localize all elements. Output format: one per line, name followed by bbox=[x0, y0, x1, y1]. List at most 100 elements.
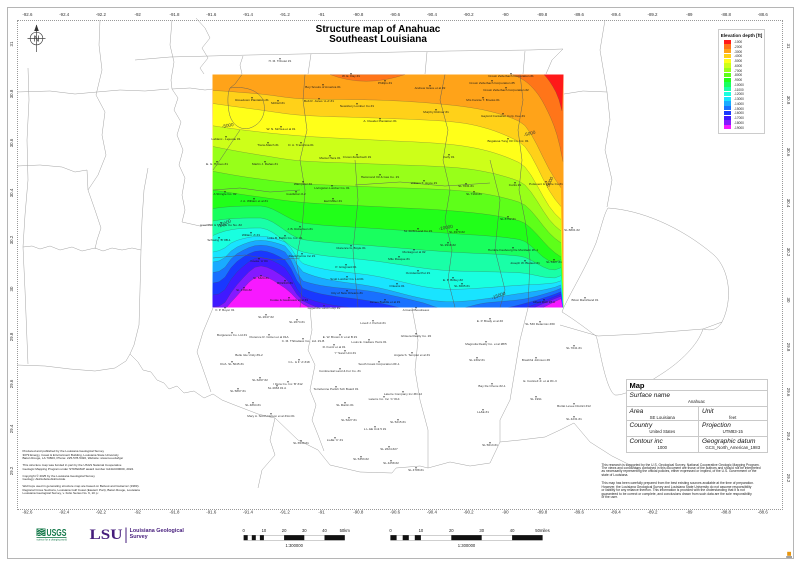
svg-text:SL 4788 #1: SL 4788 #1 bbox=[408, 468, 424, 472]
svg-text:J. A. William et al #1: J. A. William et al #1 bbox=[240, 199, 268, 203]
svg-text:Albert Rich #3 A: Albert Rich #3 A bbox=[533, 300, 556, 304]
svg-text:-90.2: -90.2 bbox=[464, 12, 475, 17]
svg-text:C.L. & F ‘A’ #18: C.L. & F ‘A’ #18 bbox=[288, 360, 310, 364]
svg-text:SL 5613 #1: SL 5613 #1 bbox=[482, 443, 498, 447]
svg-text:SL 530 Delacroix #30: SL 530 Delacroix #30 bbox=[525, 322, 555, 326]
svg-text:William T. Joyce #1: William T. Joyce #1 bbox=[411, 181, 438, 185]
svg-text:-90: -90 bbox=[502, 510, 509, 515]
svg-text:Montagu et al #2: Montagu et al #2 bbox=[402, 250, 425, 254]
svg-text:B0/2243 #1: B0/2243 #1 bbox=[277, 281, 293, 285]
svg-text:Kelly #1: Kelly #1 bbox=[443, 155, 454, 159]
svg-text:10: 10 bbox=[419, 528, 424, 533]
svg-text:-91.2: -91.2 bbox=[280, 510, 291, 515]
svg-text:Louis E. Cadiere Heirs #1: Louis E. Cadiere Heirs #1 bbox=[351, 340, 387, 344]
svg-text:-91.4: -91.4 bbox=[243, 510, 254, 515]
svg-text:Wampster #2: Wampster #2 bbox=[294, 182, 313, 186]
svg-text:-91.2: -91.2 bbox=[280, 12, 291, 17]
svg-text:N: N bbox=[34, 34, 40, 43]
svg-text:SL 4231 #1: SL 4231 #1 bbox=[566, 417, 582, 421]
svg-text:1:300000: 1:300000 bbox=[458, 543, 476, 548]
svg-text:Lablanc - Lejeune #1: Lablanc - Lejeune #1 bbox=[212, 137, 241, 141]
svg-text:g Lumber & Shingle Co No. #2: g Lumber & Shingle Co No. #2 bbox=[200, 223, 242, 227]
svg-text:Scott Lumber Co. Ltd #1: Scott Lumber Co. Ltd #1 bbox=[330, 277, 364, 281]
svg-text:Belle Isle Unity #9-2: Belle Isle Unity #9-2 bbox=[235, 353, 263, 357]
svg-text:-10000: -10000 bbox=[438, 224, 453, 231]
svg-text:50miles: 50miles bbox=[535, 528, 549, 533]
svg-text:29.4: 29.4 bbox=[786, 432, 791, 441]
svg-text:Cooke ‘A’ #4: Cooke ‘A’ #4 bbox=[250, 259, 267, 263]
svg-text:-90.6: -90.6 bbox=[390, 510, 401, 515]
svg-text:SL 2647 #2: SL 2647 #2 bbox=[258, 315, 274, 319]
svg-text:-91.6: -91.6 bbox=[206, 510, 217, 515]
svg-text:Schwing ‘B’ #B-1: Schwing ‘B’ #B-1 bbox=[207, 238, 231, 242]
svg-text:-88.8: -88.8 bbox=[721, 12, 732, 17]
svg-text:SL 4258 #2: SL 4258 #2 bbox=[383, 461, 399, 465]
svg-text:-90.6: -90.6 bbox=[390, 12, 401, 17]
svg-text:James Buddle et al #1: James Buddle et al #1 bbox=[370, 300, 401, 304]
svg-text:SL 5427 #1: SL 5427 #1 bbox=[546, 260, 562, 264]
svg-text:Terrebonne Parish Sch Board #1: Terrebonne Parish Sch Board #1 bbox=[314, 387, 359, 391]
svg-text:30.8: 30.8 bbox=[786, 96, 791, 105]
svg-text:St. 4794 #2: St. 4794 #2 bbox=[236, 288, 252, 292]
svg-text:Continental Land & Fur Co. #1: Continental Land & Fur Co. #1 bbox=[319, 369, 361, 373]
svg-text:-89.4: -89.4 bbox=[611, 12, 622, 17]
svg-text:10: 10 bbox=[262, 528, 267, 533]
svg-text:A Shingle Co. #2: A Shingle Co. #2 bbox=[213, 192, 236, 196]
svg-text:‘Y’ Sand Unit #1: ‘Y’ Sand Unit #1 bbox=[334, 351, 356, 355]
svg-text:-90.2: -90.2 bbox=[464, 510, 475, 515]
svg-text:SL 5227 #1: SL 5227 #1 bbox=[341, 418, 357, 422]
svg-text:Orleans #1: Orleans #1 bbox=[389, 284, 404, 288]
svg-text:-90.8: -90.8 bbox=[353, 12, 364, 17]
svg-text:Bogalusa Tung Oil Co, Inc. #1: Bogalusa Tung Oil Co, Inc. #1 bbox=[487, 139, 528, 143]
svg-text:Laterre Co. Inc ‘C’ #14: Laterre Co. Inc ‘C’ #14 bbox=[369, 397, 400, 401]
svg-text:-5000: -5000 bbox=[545, 176, 555, 189]
svg-text:40: 40 bbox=[510, 528, 515, 533]
svg-text:30.6: 30.6 bbox=[9, 138, 14, 147]
svg-text:City of New Orleans #1: City of New Orleans #1 bbox=[331, 291, 363, 295]
svg-text:Poitevent & Favre Co #1: Poitevent & Favre Co #1 bbox=[529, 182, 563, 186]
svg-text:William ‘A’ #1: William ‘A’ #1 bbox=[242, 233, 260, 237]
svg-text:-92.2: -92.2 bbox=[96, 510, 107, 515]
svg-text:-89: -89 bbox=[686, 510, 693, 515]
svg-text:-89.2: -89.2 bbox=[647, 510, 658, 515]
svg-text:-92.4: -92.4 bbox=[59, 12, 70, 17]
svg-text:-90: -90 bbox=[502, 12, 509, 17]
svg-text:Trans-Match #1: Trans-Match #1 bbox=[257, 143, 279, 147]
svg-text:KUA. SL 5045 #1: KUA. SL 5045 #1 bbox=[220, 362, 244, 366]
svg-text:20: 20 bbox=[449, 528, 454, 533]
svg-text:SL 4970 #2: SL 4970 #2 bbox=[449, 230, 465, 234]
svg-text:20: 20 bbox=[282, 528, 287, 533]
svg-text:Davis Farms Inc #1: Davis Farms Inc #1 bbox=[289, 254, 316, 258]
svg-text:Burguieres Co. Ltd #1: Burguieres Co. Ltd #1 bbox=[217, 333, 247, 337]
svg-text:Boy Scouts of America #1: Boy Scouts of America #1 bbox=[305, 85, 341, 89]
svg-text:Crown Zellerbach Corporation #: Crown Zellerbach Corporation #5 bbox=[469, 81, 515, 85]
svg-text:Newsbury Lumber Co #1: Newsbury Lumber Co #1 bbox=[340, 104, 374, 108]
svg-text:D. A. Transhina #1: D. A. Transhina #1 bbox=[288, 143, 314, 147]
svg-text:USGS: USGS bbox=[47, 527, 67, 539]
svg-text:LL&E ‘C’ #1: LL&E ‘C’ #1 bbox=[327, 438, 344, 442]
svg-text:W. N. McVea et al #1: W. N. McVea et al #1 bbox=[267, 127, 296, 131]
svg-text:-91.8: -91.8 bbox=[169, 510, 180, 515]
svg-text:F. P. Boyer #1: F. P. Boyer #1 bbox=[215, 308, 234, 312]
svg-text:-89.6: -89.6 bbox=[574, 510, 585, 515]
svg-text:-88.6: -88.6 bbox=[758, 510, 769, 515]
svg-text:Rosedown Plantation #1: Rosedown Plantation #1 bbox=[235, 98, 269, 102]
svg-text:L.L.&E Unit 5 #1: L.L.&E Unit 5 #1 bbox=[364, 427, 387, 431]
svg-text:-5000: -5000 bbox=[523, 130, 536, 138]
svg-text:I Dora Co. Inc ‘B’ #12: I Dora Co. Inc ‘B’ #12 bbox=[273, 382, 303, 386]
svg-text:Hammond Oil & Gas Co. #1: Hammond Oil & Gas Co. #1 bbox=[361, 175, 400, 179]
svg-text:Marcel Hera #1: Marcel Hera #1 bbox=[319, 156, 340, 160]
svg-text:Legendre Land Corp #2: Legendre Land Corp #2 bbox=[308, 306, 341, 310]
svg-text:Brashful Johnson #6: Brashful Johnson #6 bbox=[522, 358, 550, 362]
svg-text:-89.2: -89.2 bbox=[647, 12, 658, 17]
svg-text:29.6: 29.6 bbox=[9, 379, 14, 388]
svg-text:-88.6: -88.6 bbox=[758, 12, 769, 17]
svg-text:Ghisera Realty Co. #2: Ghisera Realty Co. #2 bbox=[401, 334, 432, 338]
svg-text:Luke B. Babin Co. Inc. #1: Luke B. Babin Co. Inc. #1 bbox=[267, 236, 302, 240]
svg-text:Earl Miller #1: Earl Miller #1 bbox=[324, 199, 342, 203]
svg-text:-92: -92 bbox=[135, 510, 142, 515]
svg-text:Curtis #1: Curtis #1 bbox=[509, 183, 522, 187]
svg-text:LSU: LSU bbox=[90, 527, 124, 543]
svg-text:Humble Faubourg De Montladn #h: Humble Faubourg De Montladn #h-1 bbox=[488, 248, 538, 252]
svg-text:Mary A. Smith Nelson et al #1s: Mary A. Smith Nelson et al #1st #1 bbox=[247, 414, 295, 418]
